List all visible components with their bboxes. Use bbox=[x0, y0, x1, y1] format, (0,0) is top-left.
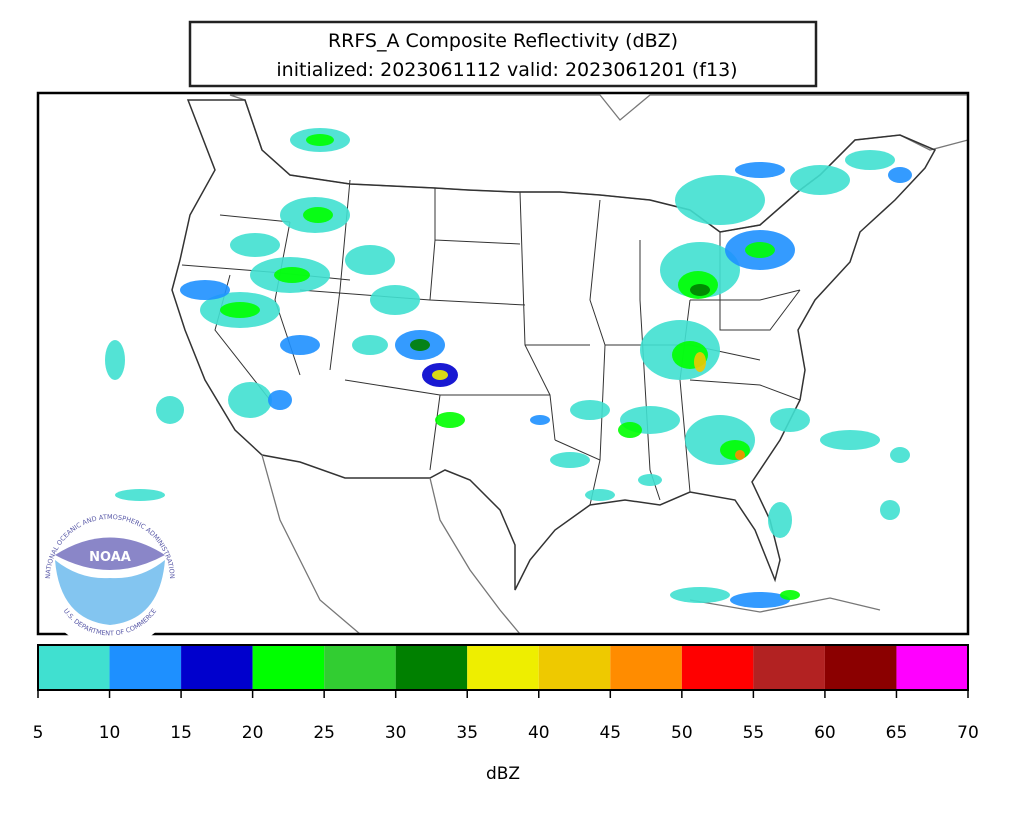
colorbar-segment bbox=[109, 645, 182, 690]
colorbar-segment bbox=[181, 645, 253, 690]
radar-echo bbox=[820, 430, 880, 450]
colorbar-segment bbox=[467, 645, 539, 690]
radar-echo bbox=[845, 150, 895, 170]
us-outline bbox=[171, 99, 937, 591]
colorbar-segment bbox=[610, 645, 682, 690]
tick-label: 65 bbox=[886, 723, 908, 743]
mexico-caribbean-coast bbox=[261, 454, 881, 634]
radar-echo bbox=[585, 489, 615, 501]
colorbar-frame bbox=[37, 644, 969, 691]
tick-label: 15 bbox=[170, 723, 192, 743]
tick-label: 30 bbox=[385, 723, 407, 743]
tick-label: 10 bbox=[99, 723, 121, 743]
radar-echo bbox=[780, 590, 800, 600]
radar-echo bbox=[230, 233, 280, 257]
radar-echo bbox=[432, 370, 448, 380]
radar-echo bbox=[694, 352, 706, 372]
radar-echo bbox=[618, 422, 642, 438]
radar-echo bbox=[745, 242, 775, 258]
tick-label: 60 bbox=[814, 723, 836, 743]
colorbar-segment bbox=[395, 645, 468, 690]
logo-upper bbox=[55, 537, 165, 570]
map: NOAA NATIONAL OCEANIC AND ATMOSPHERIC AD… bbox=[36, 91, 970, 649]
radar-echoes bbox=[105, 128, 912, 608]
radar-echo bbox=[228, 382, 272, 418]
colorbar-segment bbox=[896, 645, 968, 690]
radar-echo bbox=[530, 415, 550, 425]
radar-echo bbox=[570, 400, 610, 420]
radar-echo bbox=[790, 165, 850, 195]
radar-echo bbox=[735, 450, 745, 460]
radar-echo bbox=[730, 592, 790, 608]
radar-echo bbox=[274, 267, 310, 283]
radar-echo bbox=[115, 489, 165, 501]
radar-echo bbox=[880, 500, 900, 520]
radar-echo bbox=[268, 390, 292, 410]
radar-echo bbox=[180, 280, 230, 300]
radar-echo bbox=[888, 167, 912, 183]
title-box bbox=[188, 20, 818, 88]
tick-label: 25 bbox=[313, 723, 335, 743]
tick-label: 20 bbox=[242, 723, 264, 743]
tick-label: 50 bbox=[671, 723, 693, 743]
radar-echo bbox=[890, 447, 910, 463]
radar-echo bbox=[720, 440, 750, 460]
radar-echo bbox=[280, 335, 320, 355]
colorbar-segment bbox=[252, 645, 325, 690]
title: RRFS_A Composite Reflectivity (dBZ) bbox=[328, 30, 678, 52]
colorbar-segment bbox=[324, 645, 396, 690]
tick-label: 5 bbox=[33, 723, 44, 743]
colorbar-segment bbox=[824, 645, 897, 690]
radar-echo bbox=[735, 162, 785, 178]
map-content bbox=[105, 94, 968, 634]
radar-echo bbox=[550, 452, 590, 468]
radar-echo bbox=[303, 207, 333, 223]
radar-echo bbox=[410, 339, 430, 351]
colorbar-segment bbox=[38, 645, 110, 690]
colorbar-label: dBZ bbox=[486, 764, 520, 784]
radar-echo bbox=[370, 285, 420, 315]
radar-echo bbox=[690, 284, 710, 296]
radar-echo bbox=[306, 134, 334, 146]
logo-name: NOAA bbox=[89, 550, 131, 565]
radar-echo bbox=[220, 302, 260, 318]
radar-echo bbox=[105, 340, 125, 380]
tick-label: 40 bbox=[528, 723, 550, 743]
colorbar-segment bbox=[753, 645, 825, 690]
tick-label: 35 bbox=[456, 723, 478, 743]
radar-echo bbox=[670, 587, 730, 603]
radar-echo bbox=[345, 245, 395, 275]
tick-label: 45 bbox=[599, 723, 621, 743]
subtitle: initialized: 2023061112 valid: 202306120… bbox=[276, 59, 737, 81]
tick-label: 70 bbox=[957, 723, 979, 743]
radar-echo bbox=[435, 412, 465, 428]
radar-echo bbox=[638, 474, 662, 486]
radar-echo bbox=[156, 396, 184, 424]
radar-echo bbox=[770, 408, 810, 432]
colorbar-segment bbox=[681, 645, 754, 690]
logo-lower bbox=[55, 560, 165, 625]
colorbar: 5 10 15 20 25 30 35 40 45 50 55 60 65 70 bbox=[33, 644, 979, 743]
map-frame bbox=[36, 91, 970, 636]
colorbar-segment bbox=[538, 645, 611, 690]
radar-echo bbox=[768, 502, 792, 538]
tick-label: 55 bbox=[743, 723, 765, 743]
radar-echo bbox=[675, 175, 765, 225]
radar-echo bbox=[352, 335, 388, 355]
noaa-logo: NOAA NATIONAL OCEANIC AND ATMOSPHERIC AD… bbox=[40, 509, 180, 649]
